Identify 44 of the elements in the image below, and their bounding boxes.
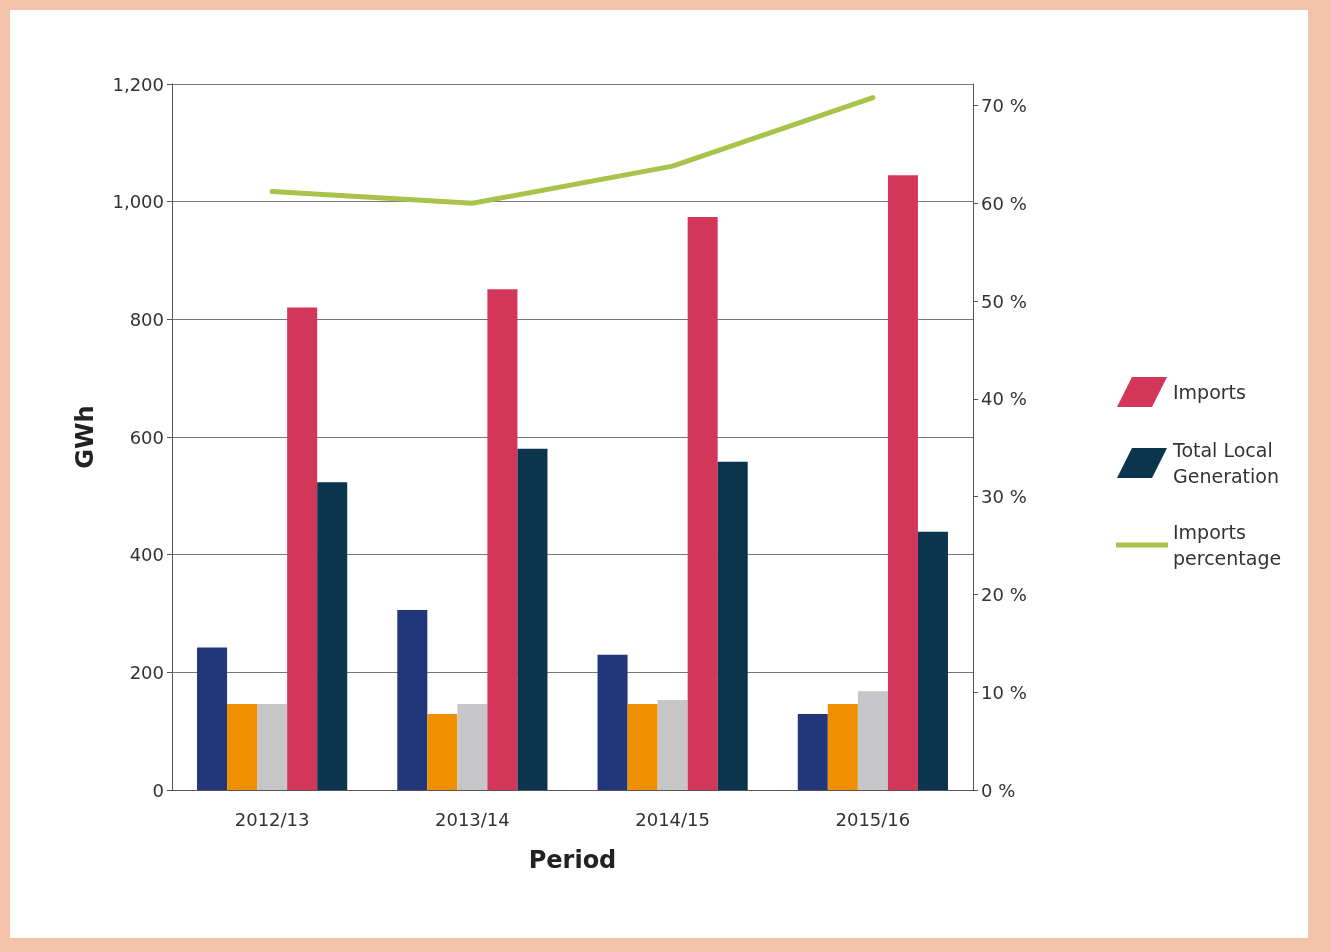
bar <box>197 647 228 790</box>
bar <box>857 691 888 790</box>
y2-tick-label: 40 % <box>981 388 1027 410</box>
bar <box>397 609 428 790</box>
bar <box>717 461 748 790</box>
y2-tick-label: 70 % <box>981 95 1027 117</box>
legend-label: Total Local Generation <box>1172 439 1279 487</box>
y-tick-label: 200 <box>129 661 164 683</box>
x-tick-label: 2015/16 <box>835 808 911 830</box>
x-tick-label: 2013/14 <box>434 808 510 830</box>
legend-label: Imports percentage <box>1173 521 1282 569</box>
bar <box>487 289 518 790</box>
y-tick-label: 1,200 <box>112 73 164 95</box>
bar <box>517 448 548 790</box>
y2-tick-label: 50 % <box>981 290 1027 312</box>
bar <box>627 704 658 790</box>
y2-tick-label: 0 % <box>981 779 1016 801</box>
x-tick-label: 2012/13 <box>234 808 310 830</box>
bar <box>597 654 628 790</box>
y-tick-label: 800 <box>129 308 164 330</box>
y-tick-label: 600 <box>129 426 164 448</box>
bar <box>227 704 258 790</box>
y2-tick-label: 60 % <box>981 192 1027 214</box>
bar <box>657 699 688 790</box>
x-axis-title: Period <box>528 846 617 874</box>
y2-tick-label: 10 % <box>981 681 1027 703</box>
bar <box>427 714 458 790</box>
legend-label: Imports <box>1173 381 1246 403</box>
bar <box>317 482 348 790</box>
y-tick-label: 400 <box>129 544 164 566</box>
y2-tick-label: 20 % <box>981 583 1027 605</box>
bar <box>257 704 288 790</box>
y-axis-title: GWh <box>71 405 99 469</box>
bar <box>797 714 828 790</box>
bar <box>287 307 318 790</box>
y-tick-label: 0 <box>152 779 164 801</box>
bar <box>827 704 858 790</box>
bar <box>887 175 918 790</box>
y2-tick-label: 30 % <box>981 486 1027 508</box>
bar <box>917 531 948 790</box>
bar <box>457 704 488 790</box>
x-tick-label: 2014/15 <box>635 808 711 830</box>
y-tick-label: 1,000 <box>112 191 164 213</box>
bar <box>687 216 718 790</box>
